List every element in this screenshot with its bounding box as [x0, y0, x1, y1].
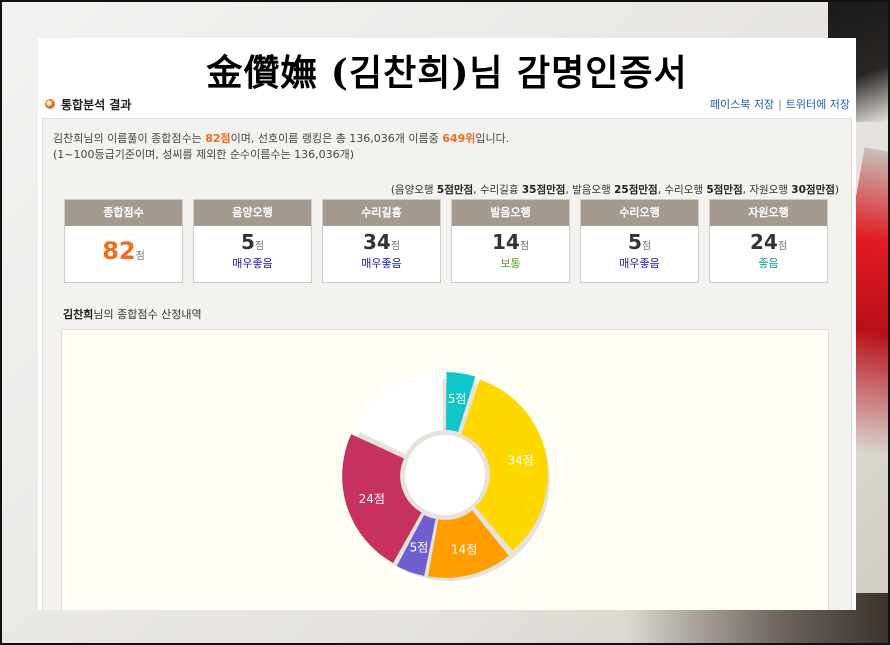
- donut-slice[interactable]: [353, 372, 443, 455]
- donut-chart: 5점 34점 14점 5점 24점: [342, 372, 550, 581]
- card-number: 5: [240, 230, 255, 254]
- card-value: 24점: [710, 231, 827, 258]
- card-label: 발음오행: [452, 200, 569, 227]
- score-card-eumyang: 음양오행 5점 매우좋음: [193, 199, 312, 283]
- score-card-bareum: 발음오행 14점 보통: [451, 199, 570, 283]
- card-unit: 점: [777, 241, 788, 252]
- note-part: 5점만점: [706, 184, 743, 196]
- card-value: 82점: [65, 237, 182, 268]
- slice-label: 34점: [507, 454, 533, 468]
- max-score-note: (음양오행 5점만점, 수리길흉 35점만점, 발음오행 25점만점, 수리오행…: [391, 182, 839, 197]
- note-part: , 수리길흉: [473, 184, 522, 196]
- slice-label: 5점: [410, 540, 429, 554]
- bullet-icon: [45, 99, 55, 109]
- total-score: 82점: [205, 132, 231, 145]
- slice-label: 14점: [451, 543, 477, 557]
- section-label: 통합분석 결과: [61, 98, 132, 112]
- card-number: 24: [749, 230, 778, 254]
- certificate-page: 金儹嫵 (김찬희)님 감명인증서 통합분석 결과 페이스북 저장 | 트위터에 저장…: [38, 38, 856, 610]
- summary-text: 김찬희님의 이름풀이 종합점수는 82점이며, 선호이름 랭킹은 총 136,0…: [53, 131, 509, 163]
- card-status: 보통: [500, 257, 521, 270]
- donut-hole: [405, 435, 485, 515]
- note-part: 30점만점: [791, 184, 835, 196]
- card-label: 음양오행: [194, 200, 311, 227]
- card-status: 매우좋음: [361, 257, 402, 270]
- chart-area: 5점 34점 14점 5점 24점: [61, 329, 829, 610]
- page-title: 金儹嫵 (김찬희)님 감명인증서: [206, 52, 688, 94]
- card-value: 14점: [452, 231, 569, 258]
- separator: |: [778, 98, 782, 111]
- summary-name: 김찬희: [53, 132, 84, 145]
- note-part: , 수리오행: [657, 184, 707, 196]
- card-label: 수리오행: [581, 200, 698, 227]
- rank-value: 649위: [442, 132, 476, 145]
- facebook-save-link[interactable]: 페이스북 저장: [709, 98, 775, 111]
- score-card-total: 종합점수 82점: [64, 199, 183, 283]
- note-part: 5점만점: [436, 184, 474, 196]
- breakdown-name: 김찬희: [63, 308, 94, 321]
- card-unit: 점: [641, 241, 652, 252]
- donut-slice[interactable]: [342, 434, 422, 564]
- card-label: 수리길흉: [323, 200, 440, 227]
- summary-text-part: 님의 이름풀이 종합점수는: [83, 132, 206, 145]
- donut-slice[interactable]: [396, 514, 436, 576]
- card-number: 5: [627, 230, 642, 254]
- donut-slice[interactable]: [461, 379, 548, 551]
- section-header: 통합분석 결과 페이스북 저장 | 트위터에 저장: [42, 95, 852, 115]
- card-unit: 점: [254, 241, 265, 252]
- card-unit: 점: [519, 241, 530, 252]
- note-part: , 발음오행: [565, 184, 615, 196]
- score-card-jawon: 자원오행 24점 좋음: [709, 199, 828, 283]
- card-value: 5점: [194, 231, 311, 258]
- card-number: 34: [362, 230, 391, 254]
- summary-text-part: 입니다.: [475, 132, 510, 145]
- card-number: 82: [102, 237, 136, 265]
- slice-label: 5점: [448, 392, 467, 406]
- result-panel: 김찬희님의 이름풀이 종합점수는 82점이며, 선호이름 랭킹은 총 136,0…: [42, 118, 852, 610]
- card-status: 매우좋음: [619, 257, 660, 270]
- card-unit: 점: [135, 251, 145, 262]
- card-label: 종합점수: [65, 200, 182, 227]
- card-status: 좋음: [758, 257, 779, 270]
- summary-text-part: 이며, 선호이름 랭킹은 총 136,036개 이름중: [230, 132, 443, 145]
- card-unit: 점: [390, 241, 401, 252]
- donut-slice[interactable]: [445, 372, 476, 432]
- note-part: 25점만점: [614, 184, 658, 196]
- card-status: 매우좋음: [232, 257, 273, 270]
- donut-slice[interactable]: [428, 510, 509, 578]
- note-part: , 자원오행: [742, 184, 792, 196]
- card-value: 5점: [581, 231, 698, 258]
- note-part: (음양오행: [390, 184, 437, 196]
- slice-label: 24점: [359, 492, 385, 506]
- note-part: 35점만점: [521, 184, 566, 196]
- score-card-suri-ohaeng: 수리오행 5점 매우좋음: [580, 199, 699, 283]
- card-number: 14: [491, 230, 520, 254]
- breakdown-text: 님의 종합점수 산정내역: [93, 308, 202, 321]
- summary-note: (1~100등급기준이며, 성씨를 제외한 순수이름수는 136,036개): [53, 148, 355, 161]
- card-value: 34점: [323, 231, 440, 258]
- card-label: 자원오행: [710, 200, 827, 227]
- share-links: 페이스북 저장 | 트위터에 저장: [710, 96, 850, 112]
- note-part: ): [834, 184, 839, 196]
- score-card-suri-gilhyung: 수리길흉 34점 매우좋음: [322, 199, 441, 283]
- twitter-save-link[interactable]: 트위터에 저장: [785, 98, 850, 111]
- breakdown-heading: 김찬희님의 종합점수 산정내역: [63, 306, 202, 322]
